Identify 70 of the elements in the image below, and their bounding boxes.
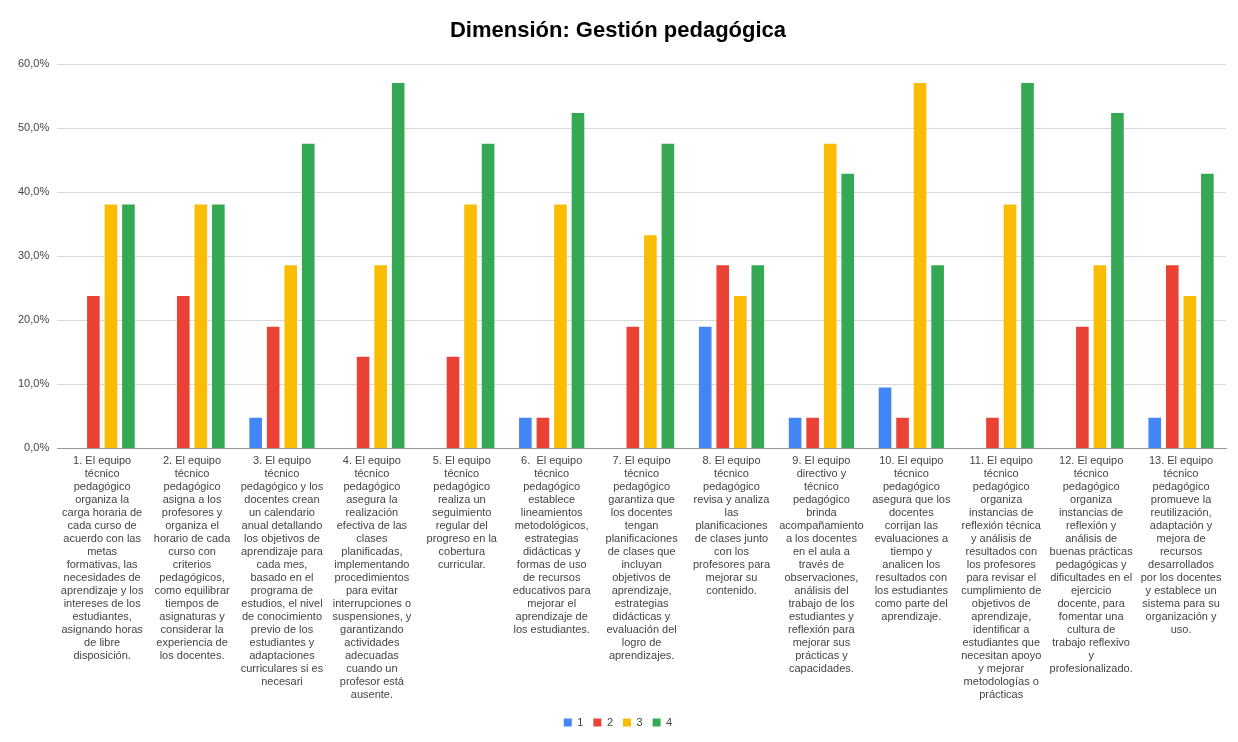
bar <box>931 265 944 448</box>
bar <box>1093 265 1107 448</box>
bar <box>1003 204 1017 448</box>
bar <box>751 265 765 448</box>
bar <box>104 204 118 448</box>
bar <box>733 296 747 448</box>
category-label: 4. El equipo técnico pedagógico asegura la realización efectiva de las clases planificadas, implementando procedimientos para evitar interrupciones o suspensiones, y garantizando actividades adecuadas cuando un profesor está ausente. <box>332 453 412 700</box>
category-label: 1. El equipo técnico pedagógico organiza la carga horaria de cada curso de acuerdo con las metas formativas, las necesidades de aprendizaje y los intereses de los estudiantes, asignando horas de libre disposición. <box>60 453 144 661</box>
bar <box>519 417 532 448</box>
bar <box>913 82 927 448</box>
category-label: 5. El equipo técnico pedagógico realiza un seguimiento regular del progreso en la cobertura curricular. <box>426 453 497 570</box>
bar <box>1021 82 1034 448</box>
bar <box>212 204 225 448</box>
bar <box>1201 173 1214 448</box>
category-label: 13. El equipo técnico pedagógico promueve la reutilización, adaptación y mejora de recursos desarrollados por los docentes y establece un sistema para su organización y uso. <box>1140 453 1222 635</box>
y-tick-label: 40,0% <box>17 185 50 198</box>
legend-label: 4 <box>666 715 673 728</box>
bar <box>823 143 837 448</box>
bar <box>806 417 819 448</box>
chart-title: Dimensión: Gestión pedagógica <box>449 17 787 43</box>
bar <box>841 173 855 448</box>
bar <box>788 417 802 448</box>
bar <box>356 356 370 448</box>
bar <box>1148 417 1162 448</box>
bar <box>554 204 567 448</box>
bar <box>878 387 892 448</box>
bar <box>87 296 100 448</box>
category-label: 11. El equipo técnico pedagógico organiza instancias de reflexión técnica y análisis de resultados con los profesores para revisar el cumplimiento de objetivos de aprendizaje, identificar a estudiantes que necesitan apoyo y mejorar metodologías o prácticas <box>961 453 1042 700</box>
bar <box>481 143 495 448</box>
bar <box>536 417 550 448</box>
y-tick-label: 20,0% <box>17 313 50 326</box>
bar <box>986 417 999 448</box>
bar <box>571 113 585 448</box>
category-label: 3. El equipo técnico pedagógico y los docentes crean un calendario anual detallando los objetivos de aprendizaje para cada mes, basado en el programa de estudios, el nivel de conocimiento previo de los estudiantes y adaptaciones curriculares si es necesari <box>240 453 324 687</box>
bar <box>1111 113 1124 448</box>
category-label: 6. El equipo técnico pedagógico establece lineamientos metodológicos, estrategias didácticas y formas de uso de recursos educativos para mejorar el aprendizaje de los estudiantes. <box>512 453 591 635</box>
category-label: 2. El equipo técnico pedagógico asigna a los profesores y organiza el horario de cada curso con criterios pedagógicos, como equilibrar tiempos de asignaturas y considerar la experiencia de los docentes. <box>153 453 231 661</box>
bar <box>374 265 387 448</box>
legend-label: 1 <box>577 715 584 728</box>
bar <box>301 143 315 448</box>
category-label: 8. El equipo técnico pedagógico revisa y analiza las planificaciones de clases junto con los profesores para mejorar su contenido. <box>692 453 771 596</box>
bar <box>1165 265 1179 448</box>
y-tick-label: 10,0% <box>17 377 50 390</box>
y-tick-label: 30,0% <box>17 249 50 262</box>
bar <box>626 326 640 448</box>
bar <box>698 326 712 448</box>
bar <box>896 417 909 448</box>
bar <box>176 296 190 448</box>
bar <box>1183 296 1197 448</box>
bar <box>249 417 262 448</box>
bar <box>194 204 208 448</box>
bar <box>661 143 675 448</box>
bar <box>464 204 477 448</box>
category-label: 7. El equipo técnico pedagógico garantiza que los docentes tengan planificaciones de clases que incluyan objetivos de aprendizaje, estrategias didácticas y evaluación del logro de aprendizajes. <box>605 453 678 661</box>
bar <box>391 82 405 448</box>
y-tick-label: 60,0% <box>17 57 50 70</box>
bar <box>266 326 280 448</box>
bar <box>1076 326 1089 448</box>
bar <box>122 204 135 448</box>
bar <box>446 356 460 448</box>
category-label: 12. El equipo técnico pedagógico organiza instancias de reflexión y análisis de buenas prácticas pedagógicas y dificultades en el ejercicio docente, para fomentar una cultura de trabajo reflexivo y profesionalizado. <box>1049 453 1133 674</box>
category-label: 9. El equipo directivo y técnico pedagógico brinda acompañamiento a los docentes en el aula a través de observaciones, análisis del trabajo de los estudiantes y reflexión para mejorar sus prácticas y capacidades. <box>779 453 864 674</box>
legend-label: 3 <box>636 715 643 728</box>
category-label: 10. El equipo técnico pedagógico asegura que los docentes corrijan las evaluaciones a tiempo y analicen los resultados con los estudiantes como parte del aprendizaje. <box>872 453 951 622</box>
bar <box>716 265 730 448</box>
bar <box>644 235 657 448</box>
legend-label: 2 <box>606 715 614 728</box>
y-tick-label: 50,0% <box>17 121 50 134</box>
y-tick-label: 0,0% <box>24 441 50 454</box>
bar <box>284 265 298 448</box>
